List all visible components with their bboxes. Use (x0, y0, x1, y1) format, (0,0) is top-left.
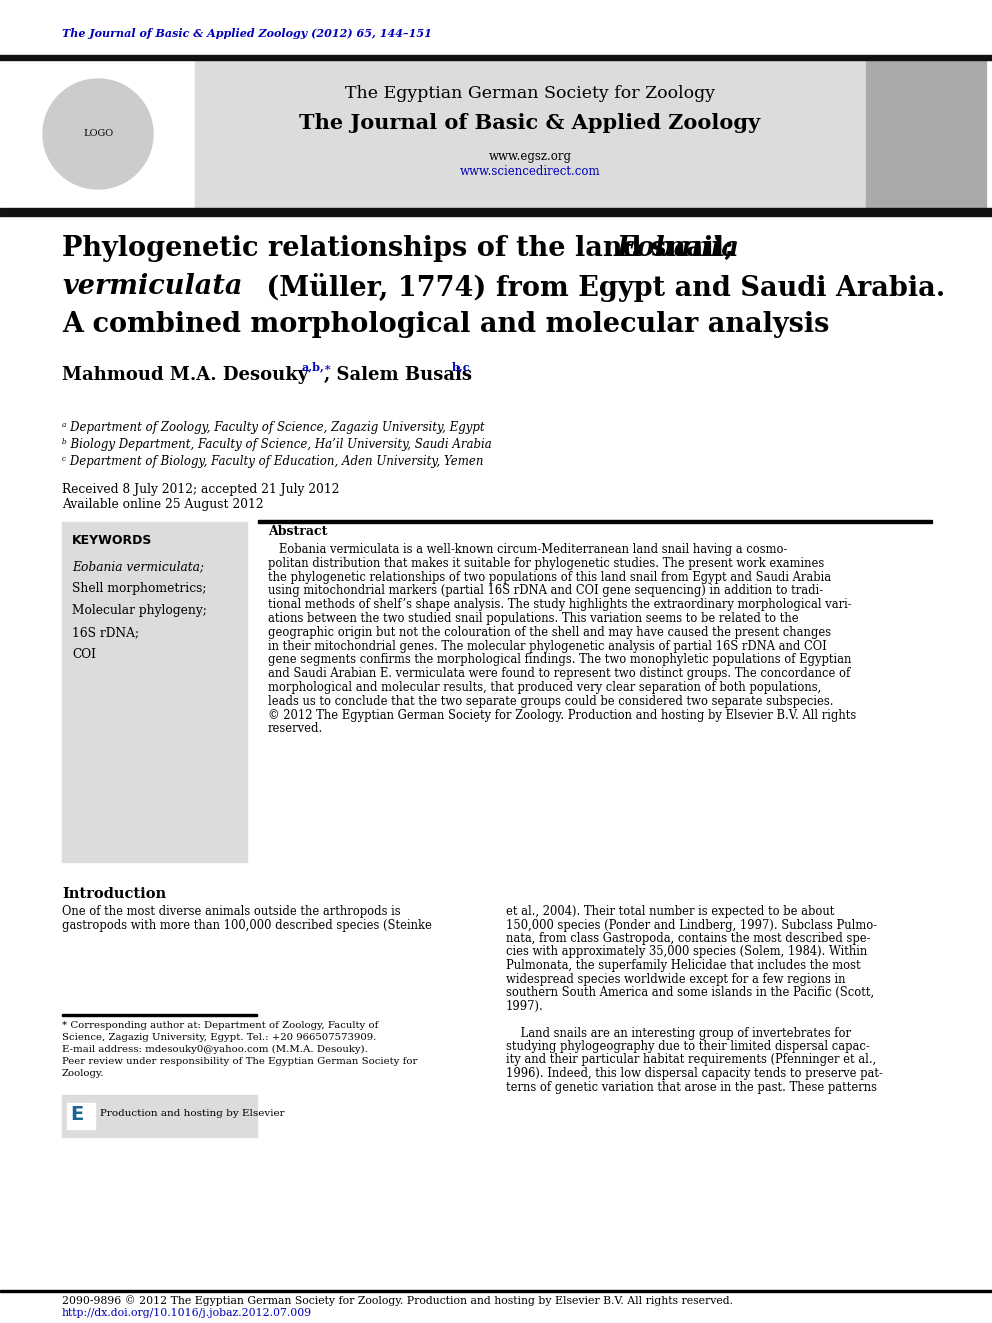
Bar (258, 520, 932, 523)
Text: terns of genetic variation that arose in the past. These patterns: terns of genetic variation that arose in… (506, 1081, 877, 1094)
Text: southern South America and some islands in the Pacific (Scott,: southern South America and some islands … (506, 986, 874, 999)
Text: Molecular phylogeny;: Molecular phylogeny; (72, 605, 207, 617)
Text: 1997).: 1997). (506, 999, 544, 1012)
Text: and Saudi Arabian E. vermiculata were found to represent two distinct groups. Th: and Saudi Arabian E. vermiculata were fo… (268, 667, 850, 680)
Text: reserved.: reserved. (268, 722, 323, 736)
Text: studying phylogeography due to their limited dispersal capac-: studying phylogeography due to their lim… (506, 1040, 870, 1053)
Text: Pulmonata, the superfamily Helicidae that includes the most: Pulmonata, the superfamily Helicidae tha… (506, 959, 861, 972)
Text: gene segments confirms the morphological findings. The two monophyletic populati: gene segments confirms the morphological… (268, 654, 851, 667)
Text: Introduction: Introduction (62, 886, 166, 901)
Text: www.sciencedirect.com: www.sciencedirect.com (459, 165, 600, 179)
Text: Science, Zagazig University, Egypt. Tel.: +20 966507573909.: Science, Zagazig University, Egypt. Tel.… (62, 1033, 376, 1043)
Text: 1996). Indeed, this low dispersal capacity tends to preserve pat-: 1996). Indeed, this low dispersal capaci… (506, 1068, 883, 1080)
Text: Zoology.: Zoology. (62, 1069, 104, 1078)
Text: The Egyptian German Society for Zoology: The Egyptian German Society for Zoology (345, 85, 715, 102)
Text: , Salem Busais: , Salem Busais (324, 366, 478, 384)
Bar (62, 1013, 257, 1016)
Bar (62, 1095, 257, 1136)
Text: www.egsz.org: www.egsz.org (488, 149, 571, 163)
Text: 16S rDNA;: 16S rDNA; (72, 626, 139, 639)
Bar (195, 60, 865, 208)
Text: cies with approximately 35,000 species (Solem, 1984). Within: cies with approximately 35,000 species (… (506, 946, 867, 958)
Text: ᵃ Department of Zoology, Faculty of Science, Zagazig University, Egypt: ᵃ Department of Zoology, Faculty of Scie… (62, 421, 485, 434)
Circle shape (43, 79, 153, 189)
Text: E: E (70, 1105, 83, 1125)
Bar (0, 208, 992, 216)
Text: 150,000 species (Ponder and Lindberg, 1997). Subclass Pulmo-: 150,000 species (Ponder and Lindberg, 19… (506, 918, 877, 931)
Text: (Müller, 1774) from Egypt and Saudi Arabia.: (Müller, 1774) from Egypt and Saudi Arab… (257, 273, 945, 302)
Text: LOGO: LOGO (83, 130, 113, 139)
Text: b,c: b,c (452, 361, 470, 372)
Text: The Journal of Basic & Applied Zoology: The Journal of Basic & Applied Zoology (300, 112, 761, 134)
Text: Available online 25 August 2012: Available online 25 August 2012 (62, 497, 264, 511)
Text: morphological and molecular results, that produced very clear separation of both: morphological and molecular results, tha… (268, 681, 821, 695)
Text: ᶜ Department of Biology, Faculty of Education, Aden University, Yemen: ᶜ Department of Biology, Faculty of Educ… (62, 455, 483, 468)
Text: leads us to conclude that the two separate groups could be considered two separa: leads us to conclude that the two separa… (268, 695, 833, 708)
Text: ations between the two studied snail populations. This variation seems to be rel: ations between the two studied snail pop… (268, 613, 799, 624)
Text: E-mail address: mdesouky0@yahoo.com (M.M.A. Desouky).: E-mail address: mdesouky0@yahoo.com (M.M… (62, 1045, 368, 1054)
Text: Shell morphometrics;: Shell morphometrics; (72, 582, 206, 595)
Text: a,b,∗: a,b,∗ (302, 361, 332, 372)
Text: Eobania vermiculata;: Eobania vermiculata; (72, 560, 204, 573)
Bar (0, 56, 992, 60)
Text: politan distribution that makes it suitable for phylogenetic studies. The presen: politan distribution that makes it suita… (268, 557, 824, 570)
Text: © 2012 The Egyptian German Society for Zoology. Production and hosting by Elsevi: © 2012 The Egyptian German Society for Z… (268, 709, 856, 721)
Text: Phylogenetic relationships of the land snail;: Phylogenetic relationships of the land s… (62, 235, 743, 262)
Text: Peer review under responsibility of The Egyptian German Society for: Peer review under responsibility of The … (62, 1057, 418, 1066)
Text: Received 8 July 2012; accepted 21 July 2012: Received 8 July 2012; accepted 21 July 2… (62, 483, 339, 496)
Text: A combined morphological and molecular analysis: A combined morphological and molecular a… (62, 311, 829, 337)
Text: COI: COI (72, 648, 96, 662)
Text: * Corresponding author at: Department of Zoology, Faculty of: * Corresponding author at: Department of… (62, 1021, 378, 1031)
Text: geographic origin but not the colouration of the shell and may have caused the p: geographic origin but not the colouratio… (268, 626, 831, 639)
Text: vermiculata: vermiculata (62, 273, 242, 300)
Text: in their mitochondrial genes. The molecular phylogenetic analysis of partial 16S: in their mitochondrial genes. The molecu… (268, 639, 826, 652)
Text: One of the most diverse animals outside the arthropods is: One of the most diverse animals outside … (62, 905, 401, 918)
Text: ity and their particular habitat requirements (Pfenninger et al.,: ity and their particular habitat require… (506, 1053, 876, 1066)
Text: Abstract: Abstract (268, 525, 327, 538)
Text: Land snails are an interesting group of invertebrates for: Land snails are an interesting group of … (506, 1027, 851, 1040)
Text: Eobania vermiculata is a well-known circum-Mediterranean land snail having a cos: Eobania vermiculata is a well-known circ… (268, 542, 788, 556)
Text: nata, from class Gastropoda, contains the most described spe-: nata, from class Gastropoda, contains th… (506, 931, 871, 945)
Text: tional methods of shelf’s shape analysis. The study highlights the extraordinary: tional methods of shelf’s shape analysis… (268, 598, 851, 611)
Text: using mitochondrial markers (partial 16S rDNA and COI gene sequencing) in additi: using mitochondrial markers (partial 16S… (268, 585, 823, 598)
Text: ᵇ Biology Department, Faculty of Science, Ha’il University, Saudi Arabia: ᵇ Biology Department, Faculty of Science… (62, 438, 492, 451)
Bar (62, 523, 247, 863)
Text: widespread species worldwide except for a few regions in: widespread species worldwide except for … (506, 972, 845, 986)
Text: KEYWORDS: KEYWORDS (72, 534, 153, 546)
Bar (866, 60, 986, 208)
Text: gastropods with more than 100,000 described species (Steinke: gastropods with more than 100,000 descri… (62, 918, 432, 931)
Text: Production and hosting by Elsevier: Production and hosting by Elsevier (100, 1109, 285, 1118)
Text: et al., 2004). Their total number is expected to be about: et al., 2004). Their total number is exp… (506, 905, 834, 918)
Text: the phylogenetic relationships of two populations of this land snail from Egypt : the phylogenetic relationships of two po… (268, 570, 831, 583)
Text: Mahmoud M.A. Desouky: Mahmoud M.A. Desouky (62, 366, 314, 384)
Text: The Journal of Basic & Applied Zoology (2012) 65, 144–151: The Journal of Basic & Applied Zoology (… (62, 28, 432, 38)
Text: 2090-9896 © 2012 The Egyptian German Society for Zoology. Production and hosting: 2090-9896 © 2012 The Egyptian German Soc… (62, 1295, 733, 1306)
Text: Eobania: Eobania (617, 235, 740, 262)
Text: http://dx.doi.org/10.1016/j.jobaz.2012.07.009: http://dx.doi.org/10.1016/j.jobaz.2012.0… (62, 1308, 312, 1318)
Bar (0, 1290, 992, 1291)
Bar (67, 1103, 95, 1129)
